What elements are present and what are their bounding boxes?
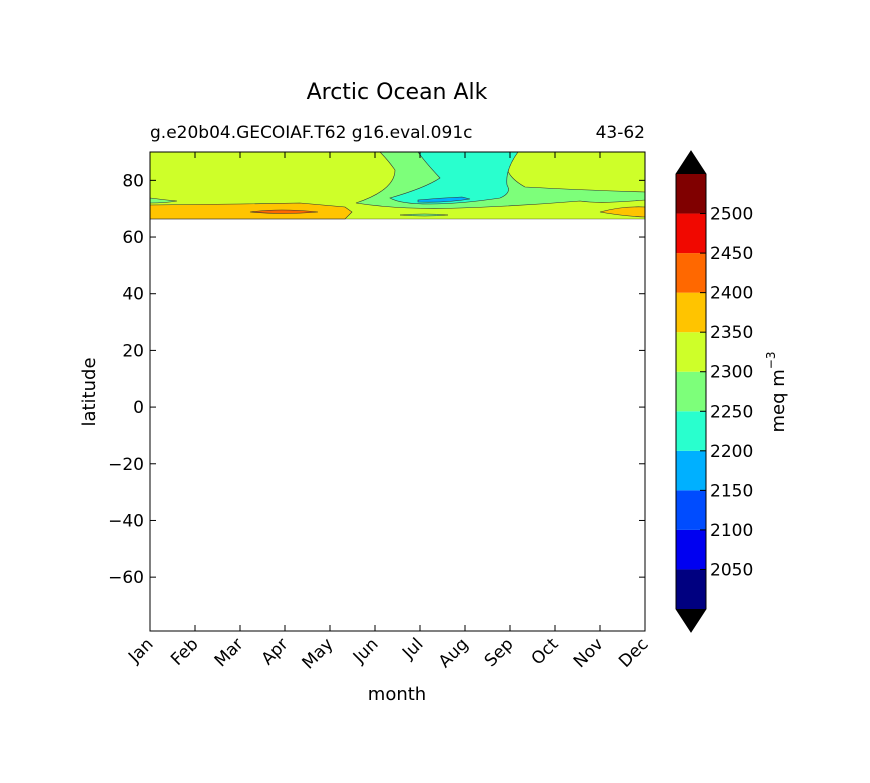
colorbar-tick-label: 2150: [710, 481, 753, 501]
colorbar-band: [676, 332, 706, 372]
colorbar-tick-label: 2450: [710, 244, 753, 264]
x-tick-label: Aug: [435, 634, 473, 672]
colorbar-label: meq m−3: [764, 352, 789, 433]
x-tick-label: Feb: [167, 634, 202, 669]
colorbar-band: [676, 174, 706, 214]
colorbar-label-base: meq m: [768, 369, 789, 432]
x-tick-label: Jan: [124, 634, 157, 667]
contour-2350-east: [599, 206, 645, 218]
y-tick-label: 80: [122, 171, 144, 191]
plot-frame: [149, 151, 646, 632]
contour-2150-patch: [417, 196, 471, 203]
contour-2250-west-sliver: [150, 197, 178, 204]
contour-2250-south-sliver: [399, 213, 449, 217]
colorbar-band: [676, 450, 706, 491]
colorbar-tick-label: 2400: [710, 284, 753, 304]
x-tick-label: Sep: [481, 634, 518, 671]
colorbar-band: [676, 292, 706, 333]
contour-2400-patch: [249, 209, 319, 214]
chart-title: Arctic Ocean Alk: [307, 80, 488, 105]
y-tick-label: −40: [108, 511, 144, 531]
x-tick-label: Dec: [615, 634, 652, 671]
colorbar-band: [676, 529, 706, 570]
x-tick-label: Jun: [349, 634, 383, 668]
chart-subtitle-left: g.e20b04.GECOIAF.T62 g16.eval.091c: [150, 123, 472, 143]
colorbar-extend-min: [676, 609, 706, 632]
y-tick-label: 0: [133, 398, 144, 418]
x-tick-label: Apr: [258, 634, 293, 669]
colorbar-band: [676, 490, 706, 530]
y-tick-label: −60: [108, 568, 144, 588]
x-tick-label: Oct: [528, 634, 563, 669]
colorbar-extend-max: [676, 151, 706, 174]
y-axis: 80 60 40 20 0 −20 −40 −60: [108, 171, 645, 588]
colorbar-tick-label: 2050: [710, 560, 753, 580]
x-tick-label: Nov: [570, 634, 608, 672]
y-tick-label: −20: [108, 455, 144, 475]
y-tick-label: 20: [122, 341, 144, 361]
colorbar-band: [676, 411, 706, 451]
x-tick-label: May: [299, 634, 338, 673]
y-axis-label: latitude: [79, 357, 100, 426]
colorbar-tick-label: 2350: [710, 323, 753, 343]
colorbar-ticks: 2050 2100 2150 2200 2250 2300 2350 2400 2450 2500: [700, 205, 753, 580]
colorbar-label-exponent: −3: [764, 352, 778, 370]
contour-2200-core: [389, 152, 519, 205]
colorbar-tick-label: 2200: [710, 442, 753, 462]
colorbar-outline: [675, 150, 707, 633]
colorbar-tick-label: 2100: [710, 521, 753, 541]
colorbar: [675, 150, 707, 633]
colorbar-tick-label: 2300: [710, 363, 753, 383]
colorbar-band: [676, 253, 706, 293]
y-tick-label: 40: [122, 285, 144, 305]
y-tick-label: 60: [122, 228, 144, 248]
colorbar-tick-label: 2500: [710, 205, 753, 225]
contour-field: [150, 152, 645, 220]
contour-2350-west: [150, 202, 353, 220]
x-tick-label: Mar: [211, 634, 248, 671]
x-axis: Jan Feb Mar Apr May Jun Jul Aug Sep Oct Nov Dec: [124, 152, 653, 673]
colorbar-band: [676, 569, 706, 609]
colorbar-tick-label: 2250: [710, 402, 753, 422]
colorbar-band: [676, 371, 706, 412]
x-tick-label: Jul: [398, 634, 427, 663]
x-axis-label: month: [368, 684, 426, 705]
colorbar-band: [676, 213, 706, 254]
chart-subtitle-right: 43-62: [596, 123, 645, 143]
